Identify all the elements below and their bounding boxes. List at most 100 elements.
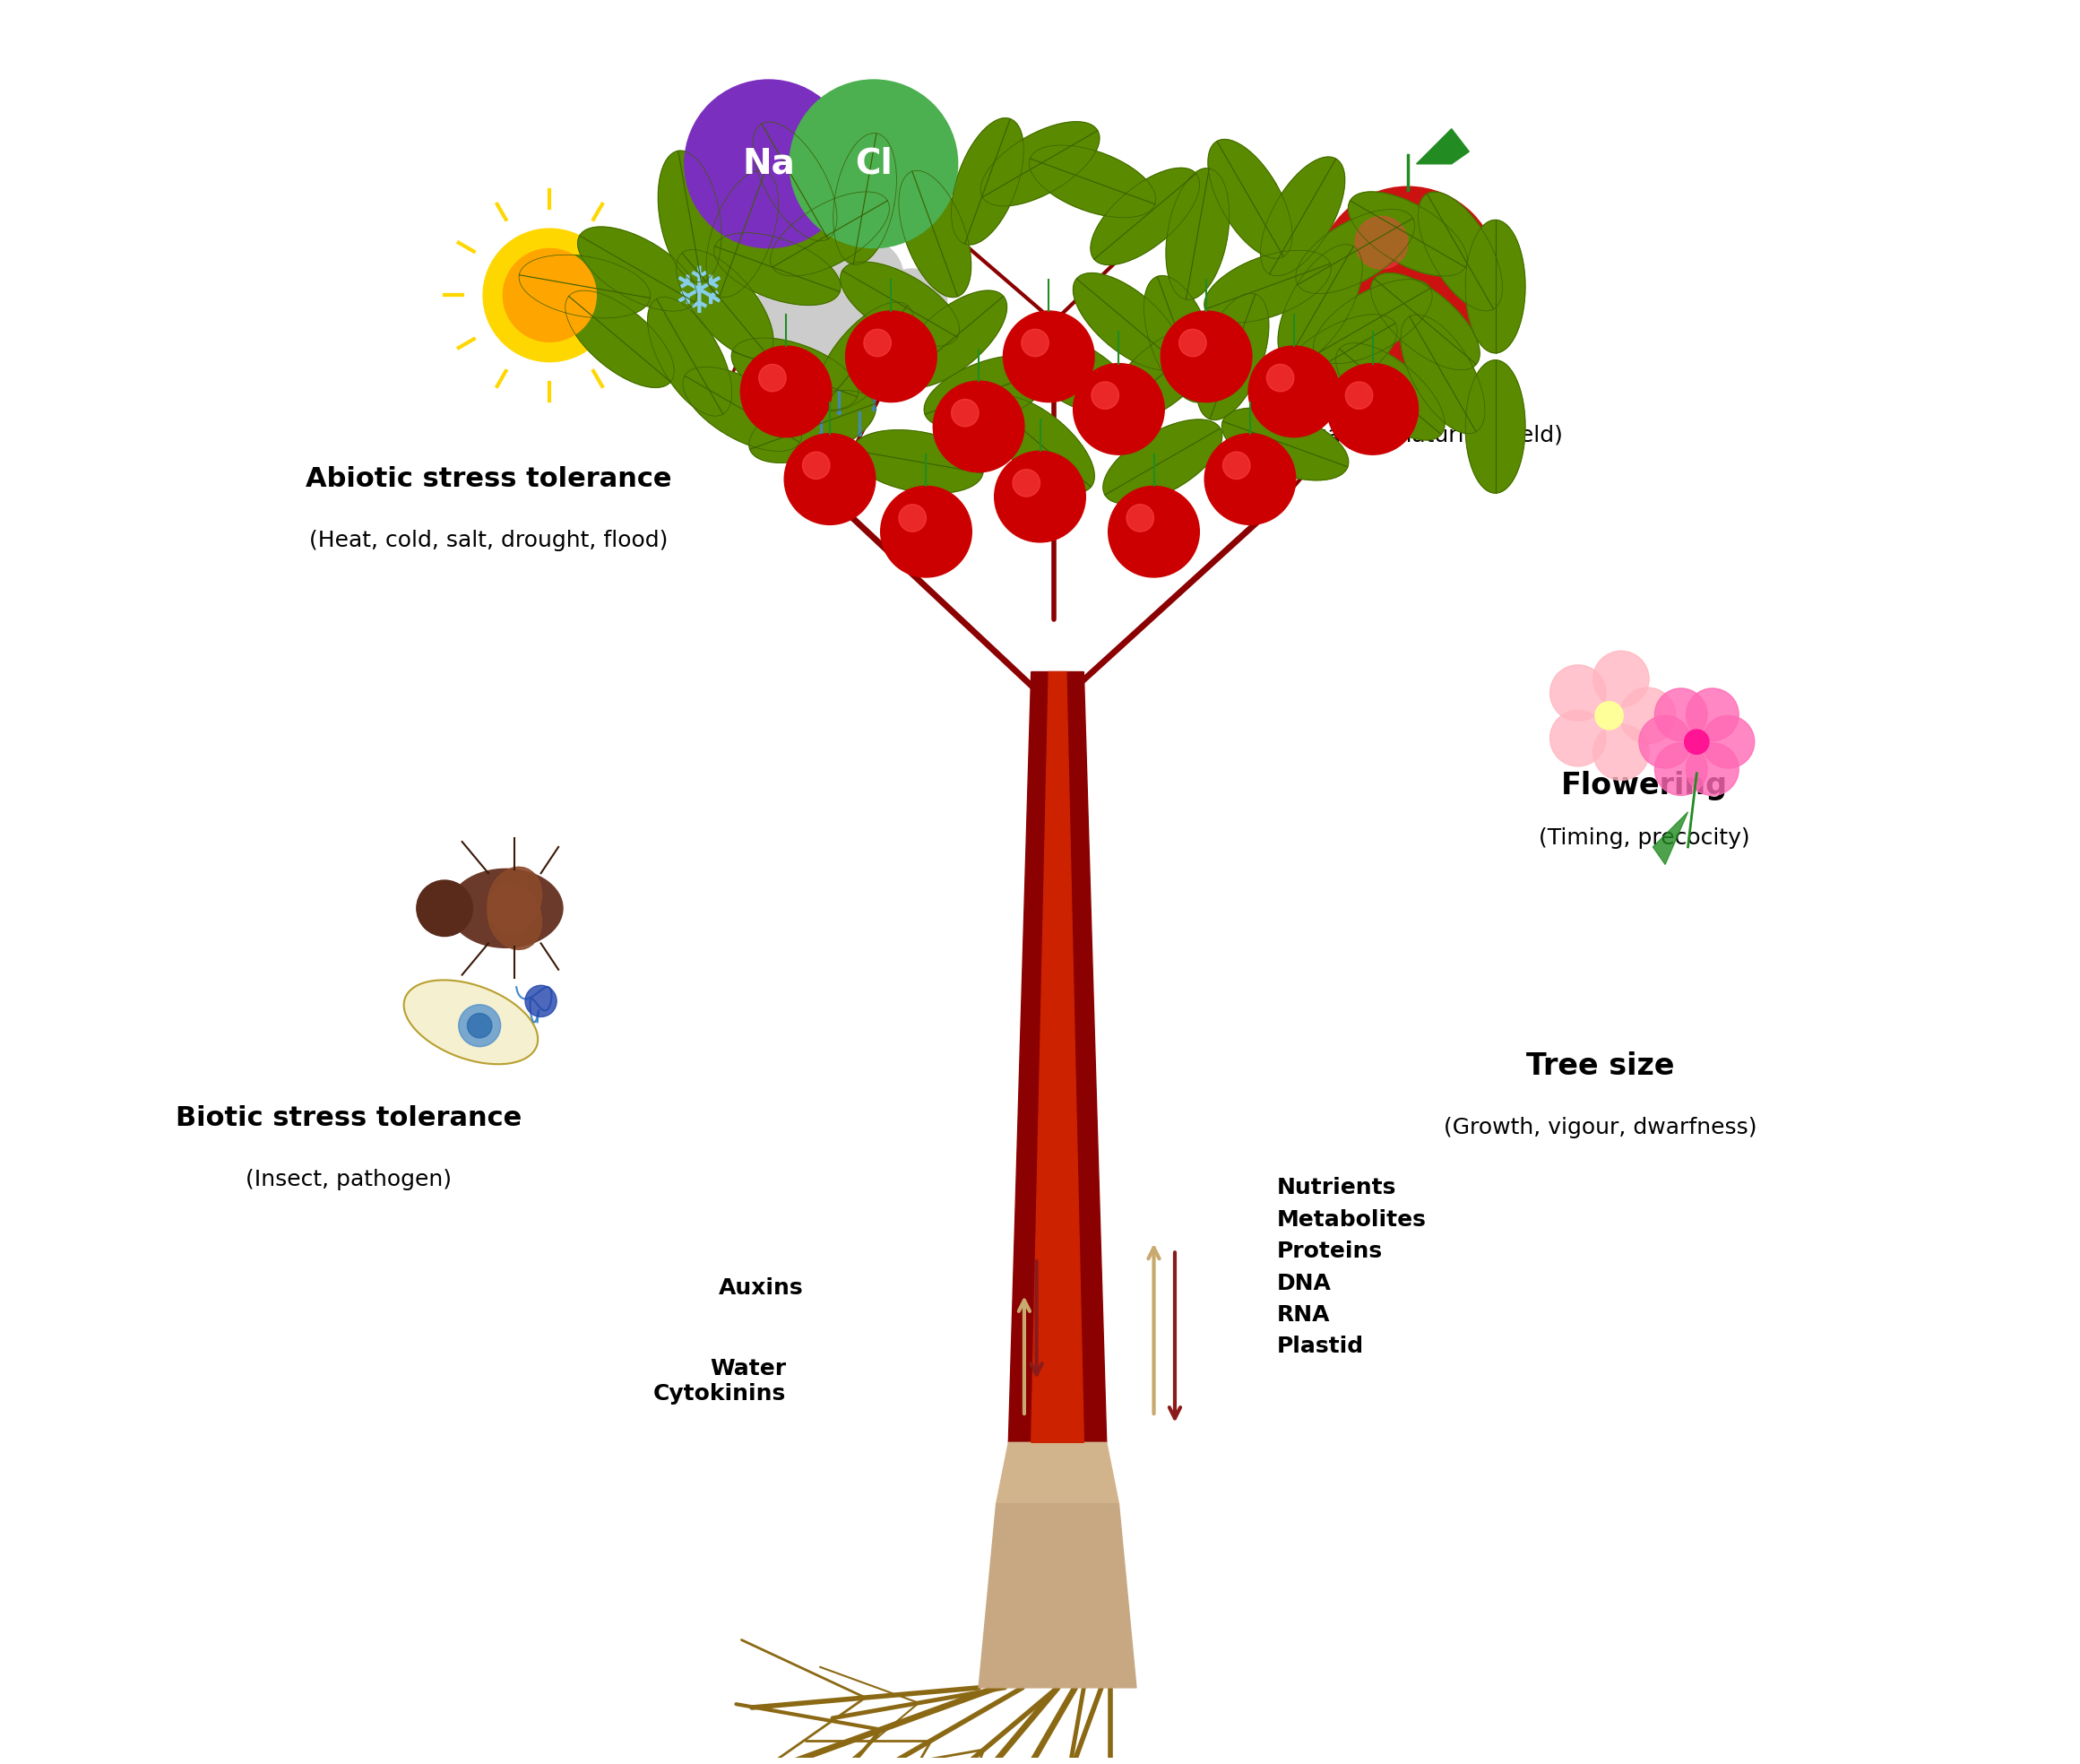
- Polygon shape: [1419, 192, 1502, 310]
- Circle shape: [774, 240, 851, 316]
- Polygon shape: [986, 395, 1094, 492]
- Polygon shape: [1208, 139, 1292, 259]
- Polygon shape: [1009, 672, 1107, 1443]
- Circle shape: [1685, 730, 1710, 755]
- Circle shape: [1346, 381, 1373, 409]
- Text: Tree size: Tree size: [1527, 1051, 1674, 1081]
- Polygon shape: [1279, 314, 1398, 399]
- Circle shape: [1656, 743, 1708, 796]
- Text: (Quality, maturity, yield): (Quality, maturity, yield): [1288, 425, 1564, 446]
- Circle shape: [784, 434, 876, 524]
- Circle shape: [1639, 716, 1691, 767]
- Ellipse shape: [404, 981, 539, 1064]
- Polygon shape: [1371, 273, 1479, 370]
- Polygon shape: [924, 355, 1050, 427]
- Polygon shape: [1466, 360, 1525, 494]
- Polygon shape: [840, 261, 959, 346]
- Polygon shape: [1416, 129, 1468, 164]
- Polygon shape: [1073, 273, 1181, 370]
- Polygon shape: [1277, 245, 1362, 363]
- Polygon shape: [1204, 250, 1331, 323]
- Polygon shape: [1654, 811, 1689, 864]
- Circle shape: [786, 252, 890, 356]
- Circle shape: [1179, 330, 1206, 356]
- Circle shape: [899, 505, 926, 531]
- Text: (Insect, pathogen): (Insect, pathogen): [245, 1170, 451, 1191]
- Text: (Heat, cold, salt, drought, flood): (Heat, cold, salt, drought, flood): [310, 529, 668, 550]
- Text: Auxins: Auxins: [720, 1277, 803, 1298]
- Polygon shape: [1260, 157, 1346, 275]
- Polygon shape: [1196, 293, 1269, 420]
- Circle shape: [1003, 310, 1094, 402]
- Circle shape: [849, 279, 926, 356]
- Circle shape: [951, 399, 980, 427]
- Circle shape: [1593, 725, 1649, 780]
- Text: Biotic stress tolerance: Biotic stress tolerance: [175, 1106, 522, 1131]
- Circle shape: [524, 986, 557, 1016]
- Polygon shape: [1400, 314, 1485, 434]
- Polygon shape: [996, 1443, 1119, 1503]
- Polygon shape: [1015, 332, 1134, 416]
- Circle shape: [1356, 217, 1408, 268]
- Text: (Timing, precocity): (Timing, precocity): [1539, 827, 1749, 848]
- Polygon shape: [834, 132, 896, 265]
- Polygon shape: [1109, 326, 1217, 423]
- Polygon shape: [1102, 420, 1223, 505]
- Circle shape: [1620, 688, 1676, 744]
- Circle shape: [483, 229, 616, 362]
- Circle shape: [1656, 688, 1708, 741]
- Polygon shape: [749, 390, 876, 462]
- Circle shape: [740, 346, 832, 437]
- Polygon shape: [566, 291, 674, 388]
- Circle shape: [1161, 310, 1252, 402]
- Polygon shape: [1466, 220, 1525, 353]
- Circle shape: [1327, 363, 1419, 455]
- Polygon shape: [1348, 192, 1466, 277]
- Ellipse shape: [487, 866, 541, 931]
- Text: Abiotic stress tolerance: Abiotic stress tolerance: [306, 466, 672, 492]
- Circle shape: [1073, 363, 1165, 455]
- Circle shape: [416, 880, 472, 937]
- Circle shape: [759, 363, 786, 392]
- Ellipse shape: [449, 870, 564, 947]
- Text: Water
Cytokinins: Water Cytokinins: [653, 1358, 786, 1404]
- Circle shape: [1701, 716, 1756, 767]
- Text: ❄: ❄: [672, 265, 726, 326]
- Polygon shape: [732, 339, 859, 411]
- Circle shape: [790, 79, 957, 249]
- Polygon shape: [980, 122, 1100, 206]
- Text: (Growth, vigour, dwarfness): (Growth, vigour, dwarfness): [1444, 1117, 1758, 1138]
- Circle shape: [863, 330, 890, 356]
- Polygon shape: [1221, 407, 1348, 480]
- Circle shape: [1687, 688, 1739, 741]
- Polygon shape: [851, 430, 984, 494]
- Circle shape: [1267, 363, 1294, 392]
- Circle shape: [880, 487, 971, 577]
- Circle shape: [1248, 346, 1340, 437]
- Circle shape: [1223, 452, 1250, 480]
- Circle shape: [847, 310, 936, 402]
- Circle shape: [751, 279, 828, 356]
- Circle shape: [1204, 434, 1296, 524]
- Text: Nutrients
Metabolites
Proteins
DNA
RNA
Plastid: Nutrients Metabolites Proteins DNA RNA P…: [1277, 1177, 1427, 1358]
- Circle shape: [1317, 187, 1500, 369]
- Circle shape: [1092, 381, 1119, 409]
- Polygon shape: [770, 192, 890, 277]
- Text: Na: Na: [743, 146, 795, 182]
- Circle shape: [1550, 711, 1606, 766]
- Text: Cl: Cl: [855, 146, 892, 182]
- Polygon shape: [815, 302, 913, 411]
- Circle shape: [1109, 487, 1200, 577]
- Polygon shape: [1167, 168, 1229, 300]
- Circle shape: [826, 240, 903, 316]
- Ellipse shape: [487, 884, 541, 949]
- Polygon shape: [1030, 145, 1156, 217]
- Polygon shape: [1296, 210, 1414, 293]
- Polygon shape: [1335, 342, 1446, 439]
- Circle shape: [1595, 702, 1622, 730]
- Polygon shape: [1312, 279, 1433, 363]
- Polygon shape: [657, 150, 722, 282]
- Circle shape: [878, 268, 946, 339]
- Circle shape: [1127, 505, 1154, 531]
- Circle shape: [1550, 665, 1606, 721]
